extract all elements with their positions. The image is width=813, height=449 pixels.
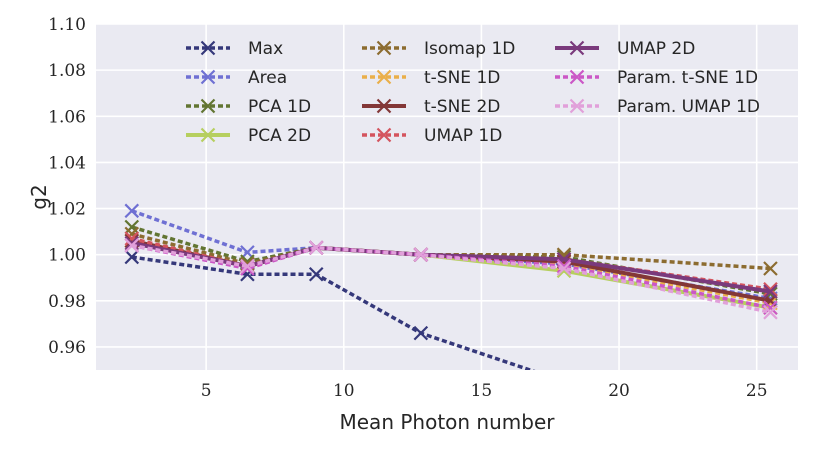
legend-item: UMAP 1D <box>362 126 502 146</box>
data-point-marker <box>763 305 778 320</box>
series-max <box>124 249 571 388</box>
legend-item: PCA 2D <box>186 126 311 146</box>
data-point-marker <box>308 240 324 256</box>
series-line <box>131 243 771 315</box>
y-axis-label: g2 <box>27 184 51 209</box>
data-point-marker <box>763 281 778 297</box>
x-tick-label: 5 <box>201 381 212 401</box>
y-tick-label: 1.00 <box>48 246 86 266</box>
legend-item: UMAP 2D <box>555 39 695 59</box>
data-point-marker <box>240 258 255 274</box>
legend-marker-icon <box>200 127 216 143</box>
legend-marker-icon <box>376 98 392 114</box>
x-tick-label: 15 <box>471 381 493 401</box>
y-tick-label: 0.96 <box>48 338 86 358</box>
legend-label: Isomap 1D <box>424 39 515 59</box>
legend-marker-icon <box>376 127 392 143</box>
legend-item: Param. t-SNE 1D <box>555 68 758 88</box>
y-tick-label: 0.98 <box>48 292 86 312</box>
legend-label: PCA 2D <box>248 126 311 146</box>
y-tick-label: 1.04 <box>48 153 86 173</box>
legend-label: Max <box>248 39 283 59</box>
legend-marker-icon <box>200 40 216 56</box>
legend-marker-icon <box>200 69 216 85</box>
legend-item: t-SNE 2D <box>362 97 500 117</box>
legend-marker-icon <box>200 98 216 114</box>
series-layer <box>124 203 778 388</box>
legend-item: Isomap 1D <box>362 39 515 59</box>
data-point-marker <box>124 249 140 265</box>
legend-marker-icon <box>569 98 585 114</box>
legend-marker-icon <box>376 69 392 85</box>
x-tick-label: 20 <box>608 381 630 401</box>
legend-label: Area <box>248 68 287 88</box>
y-axis-ticks: 0.96 0.98 1.00 1.02 1.04 1.06 1.08 1.10 <box>48 15 86 358</box>
data-point-marker <box>413 247 429 262</box>
data-point-marker <box>413 325 429 341</box>
legend-label: Param. t-SNE 1D <box>617 68 758 88</box>
data-point-marker <box>763 284 778 299</box>
data-point-marker <box>308 266 324 282</box>
data-point-marker <box>558 375 571 388</box>
legend: Max Area PCA 1D PCA 2D Isomap 1D t-SNE 1D t-SN… <box>186 39 760 146</box>
legend-marker-icon <box>376 40 392 56</box>
y-tick-label: 1.10 <box>48 15 86 35</box>
legend-label: t-SNE 2D <box>424 97 500 117</box>
data-point-marker <box>124 203 140 219</box>
y-tick-label: 1.08 <box>48 61 86 81</box>
x-axis-label: Mean Photon number <box>340 410 556 434</box>
data-point-marker <box>763 261 778 276</box>
y-tick-label: 1.02 <box>48 200 86 220</box>
legend-item: t-SNE 1D <box>362 68 500 88</box>
legend-item: Area <box>186 68 287 88</box>
legend-label: PCA 1D <box>248 97 311 117</box>
x-tick-label: 25 <box>746 381 768 401</box>
x-tick-label: 10 <box>333 381 355 401</box>
legend-item: PCA 1D <box>186 97 311 117</box>
legend-label: t-SNE 1D <box>424 68 500 88</box>
data-point-marker <box>124 219 140 235</box>
y-tick-label: 1.06 <box>48 107 86 127</box>
data-point-marker <box>556 261 572 276</box>
legend-label: UMAP 2D <box>617 39 695 59</box>
legend-label: UMAP 1D <box>424 126 502 146</box>
series-param-umap-1d <box>124 238 778 320</box>
legend-marker-icon <box>569 69 585 85</box>
data-point-marker <box>124 238 140 253</box>
legend-marker-icon <box>569 40 585 56</box>
x-axis-ticks: 5 10 15 20 25 <box>201 381 768 401</box>
legend-item: Param. UMAP 1D <box>555 97 760 117</box>
legend-item: Max <box>186 39 283 59</box>
legend-label: Param. UMAP 1D <box>617 97 760 117</box>
